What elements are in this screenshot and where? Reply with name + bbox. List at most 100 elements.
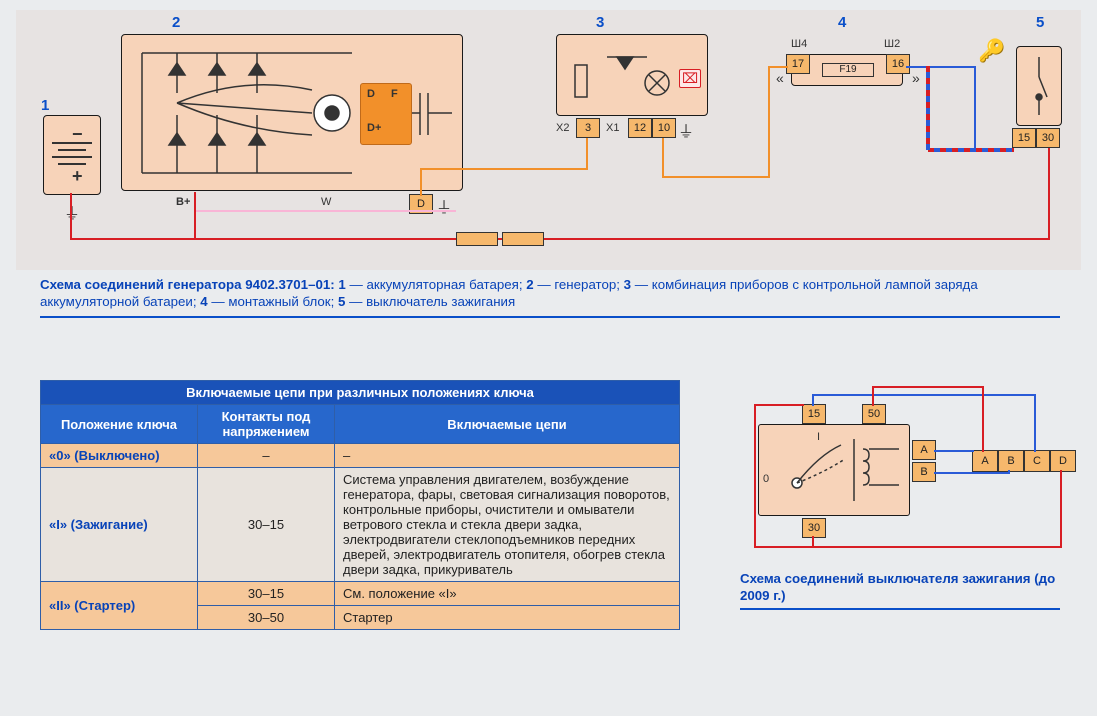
caption-title: Схема соединений генератора 9402.3701–01… <box>40 277 335 292</box>
component-label-4: 4 <box>838 14 846 31</box>
ign-wire-blue-A <box>934 450 974 452</box>
cluster-X2: X2 <box>556 122 569 134</box>
cluster-pin-10: 10 <box>652 118 676 138</box>
col-3: Включаемые цепи <box>335 405 680 444</box>
battery-box: − + <box>43 115 101 195</box>
legend-4n: 4 <box>200 294 207 309</box>
table-title: Включаемые цепи при различных положениях… <box>41 381 680 405</box>
regulator-subbox: D F D+ <box>360 83 412 145</box>
ign-wire-blue-top <box>812 394 1036 396</box>
ignition-caption: Схема соединений выключателя зажигания (… <box>740 570 1060 604</box>
strip-A: A <box>972 450 998 472</box>
wire-redblue-v <box>926 66 930 150</box>
wire-redblue-h <box>928 148 1014 152</box>
inline-fuse-1 <box>456 232 498 246</box>
ign-I: I <box>817 431 820 443</box>
block4-pin17: 17 <box>786 54 810 74</box>
col-1: Положение ключа <box>41 405 198 444</box>
ign-top-15: 15 <box>802 404 826 424</box>
component-label-5: 5 <box>1036 14 1044 31</box>
ign-pin-15: 15 <box>1012 128 1036 148</box>
ign-0: 0 <box>763 473 769 485</box>
ign-wire-red-bot <box>754 546 1062 548</box>
row1-circuits: Система управления двигателем, возбужден… <box>335 468 680 582</box>
generator-schematic-panel: 1 − + 2 <box>16 10 1081 270</box>
ign-wire-red-30 <box>812 536 814 546</box>
component-label-2: 2 <box>172 14 180 31</box>
fuse-F19: F19 <box>822 63 874 77</box>
ignition-switch-box <box>1016 46 1062 126</box>
reg-D: D <box>367 88 375 100</box>
ign-side-A: A <box>912 440 936 460</box>
wire-orange-3h <box>768 66 788 68</box>
row2-pos: «II» (Стартер) <box>41 582 198 630</box>
block4-left: Ш4 <box>791 38 807 50</box>
ign-bot-30: 30 <box>802 518 826 538</box>
ignition-inner-svg <box>759 425 909 515</box>
col-2: Контакты под напряжением <box>198 405 335 444</box>
generator-caption: Схема соединений генератора 9402.3701–01… <box>40 276 1060 310</box>
wire-orange-3v <box>768 66 770 178</box>
component-label-3: 3 <box>596 14 604 31</box>
ign-wire-blue-v1 <box>812 394 814 406</box>
row2b-circuits: Стартер <box>335 606 680 630</box>
ign-wire-red-left <box>754 404 756 548</box>
inline-fuse-2 <box>502 232 544 246</box>
table-row: «II» (Стартер) 30–15 См. положение «I» <box>41 582 680 606</box>
wire-blue-h <box>906 66 976 68</box>
strip-C: C <box>1024 450 1050 472</box>
reg-F: F <box>391 88 398 100</box>
page-root: { "theme": { "bg": "#eaecee", "panel_bg"… <box>0 0 1097 716</box>
wire-red-bplus-v <box>194 192 196 238</box>
battery-plus: + <box>72 166 83 187</box>
table-row: «0» (Выключено) – – <box>41 444 680 468</box>
key-positions-table: Включаемые цепи при различных положениях… <box>40 380 680 630</box>
ign-top-50: 50 <box>862 404 886 424</box>
legend-4t: монтажный блок <box>228 294 330 309</box>
wire-pink <box>196 210 456 212</box>
wire-orange-2h <box>662 176 770 178</box>
legend-2t: генератор <box>554 277 616 292</box>
arrow-right-icon: » <box>912 70 920 86</box>
wire-orange-2v <box>662 138 664 178</box>
table-row: «I» (Зажигание) 30–15 Система управления… <box>41 468 680 582</box>
ign-side-B: B <box>912 462 936 482</box>
cluster-pin-3: 3 <box>576 118 600 138</box>
ignition-svg <box>1017 47 1061 125</box>
reg-Dplus: D+ <box>367 122 381 134</box>
arrow-left-icon: « <box>776 70 784 86</box>
row2a-circuits: См. положение «I» <box>335 582 680 606</box>
legend-2n: 2 <box>526 277 533 292</box>
divider-1 <box>40 316 1060 318</box>
wire-red-batt <box>70 193 72 238</box>
cluster-pin-12: 12 <box>628 118 652 138</box>
wire-orange-1v2 <box>586 138 588 170</box>
ground-icon <box>678 118 692 132</box>
row0-circuits: – <box>335 444 680 468</box>
pin-Bplus: B+ <box>176 196 190 208</box>
ground-icon <box>436 194 450 208</box>
generator-box: D F D+ <box>121 34 463 191</box>
legend-5t: выключатель зажигания <box>366 294 515 309</box>
ign-wire-red-v2 <box>982 386 984 452</box>
cluster-box: ⌧ <box>556 34 708 116</box>
ign-pin-30: 30 <box>1036 128 1060 148</box>
wire-orange-1v <box>420 168 422 196</box>
ign-wire-red-top <box>872 386 984 388</box>
ignition-body: 0 I <box>758 424 910 516</box>
row2b-contacts: 30–50 <box>198 606 335 630</box>
divider-2 <box>740 608 1060 610</box>
legend-3n: 3 <box>624 277 631 292</box>
ign-wire-red-lefth <box>754 404 804 406</box>
row0-pos: «0» (Выключено) <box>41 444 198 468</box>
wire-blue-v <box>974 66 976 150</box>
strip-D: D <box>1050 450 1076 472</box>
key-icon: 🔑 <box>978 38 1005 64</box>
legend-5n: 5 <box>338 294 345 309</box>
ign-wire-red-v1 <box>872 386 874 406</box>
row0-contacts: – <box>198 444 335 468</box>
legend-1n: 1 <box>338 277 345 292</box>
block4-pin16: 16 <box>886 54 910 74</box>
ign-wire-red-D <box>1060 470 1062 548</box>
block4-right: Ш2 <box>884 38 900 50</box>
